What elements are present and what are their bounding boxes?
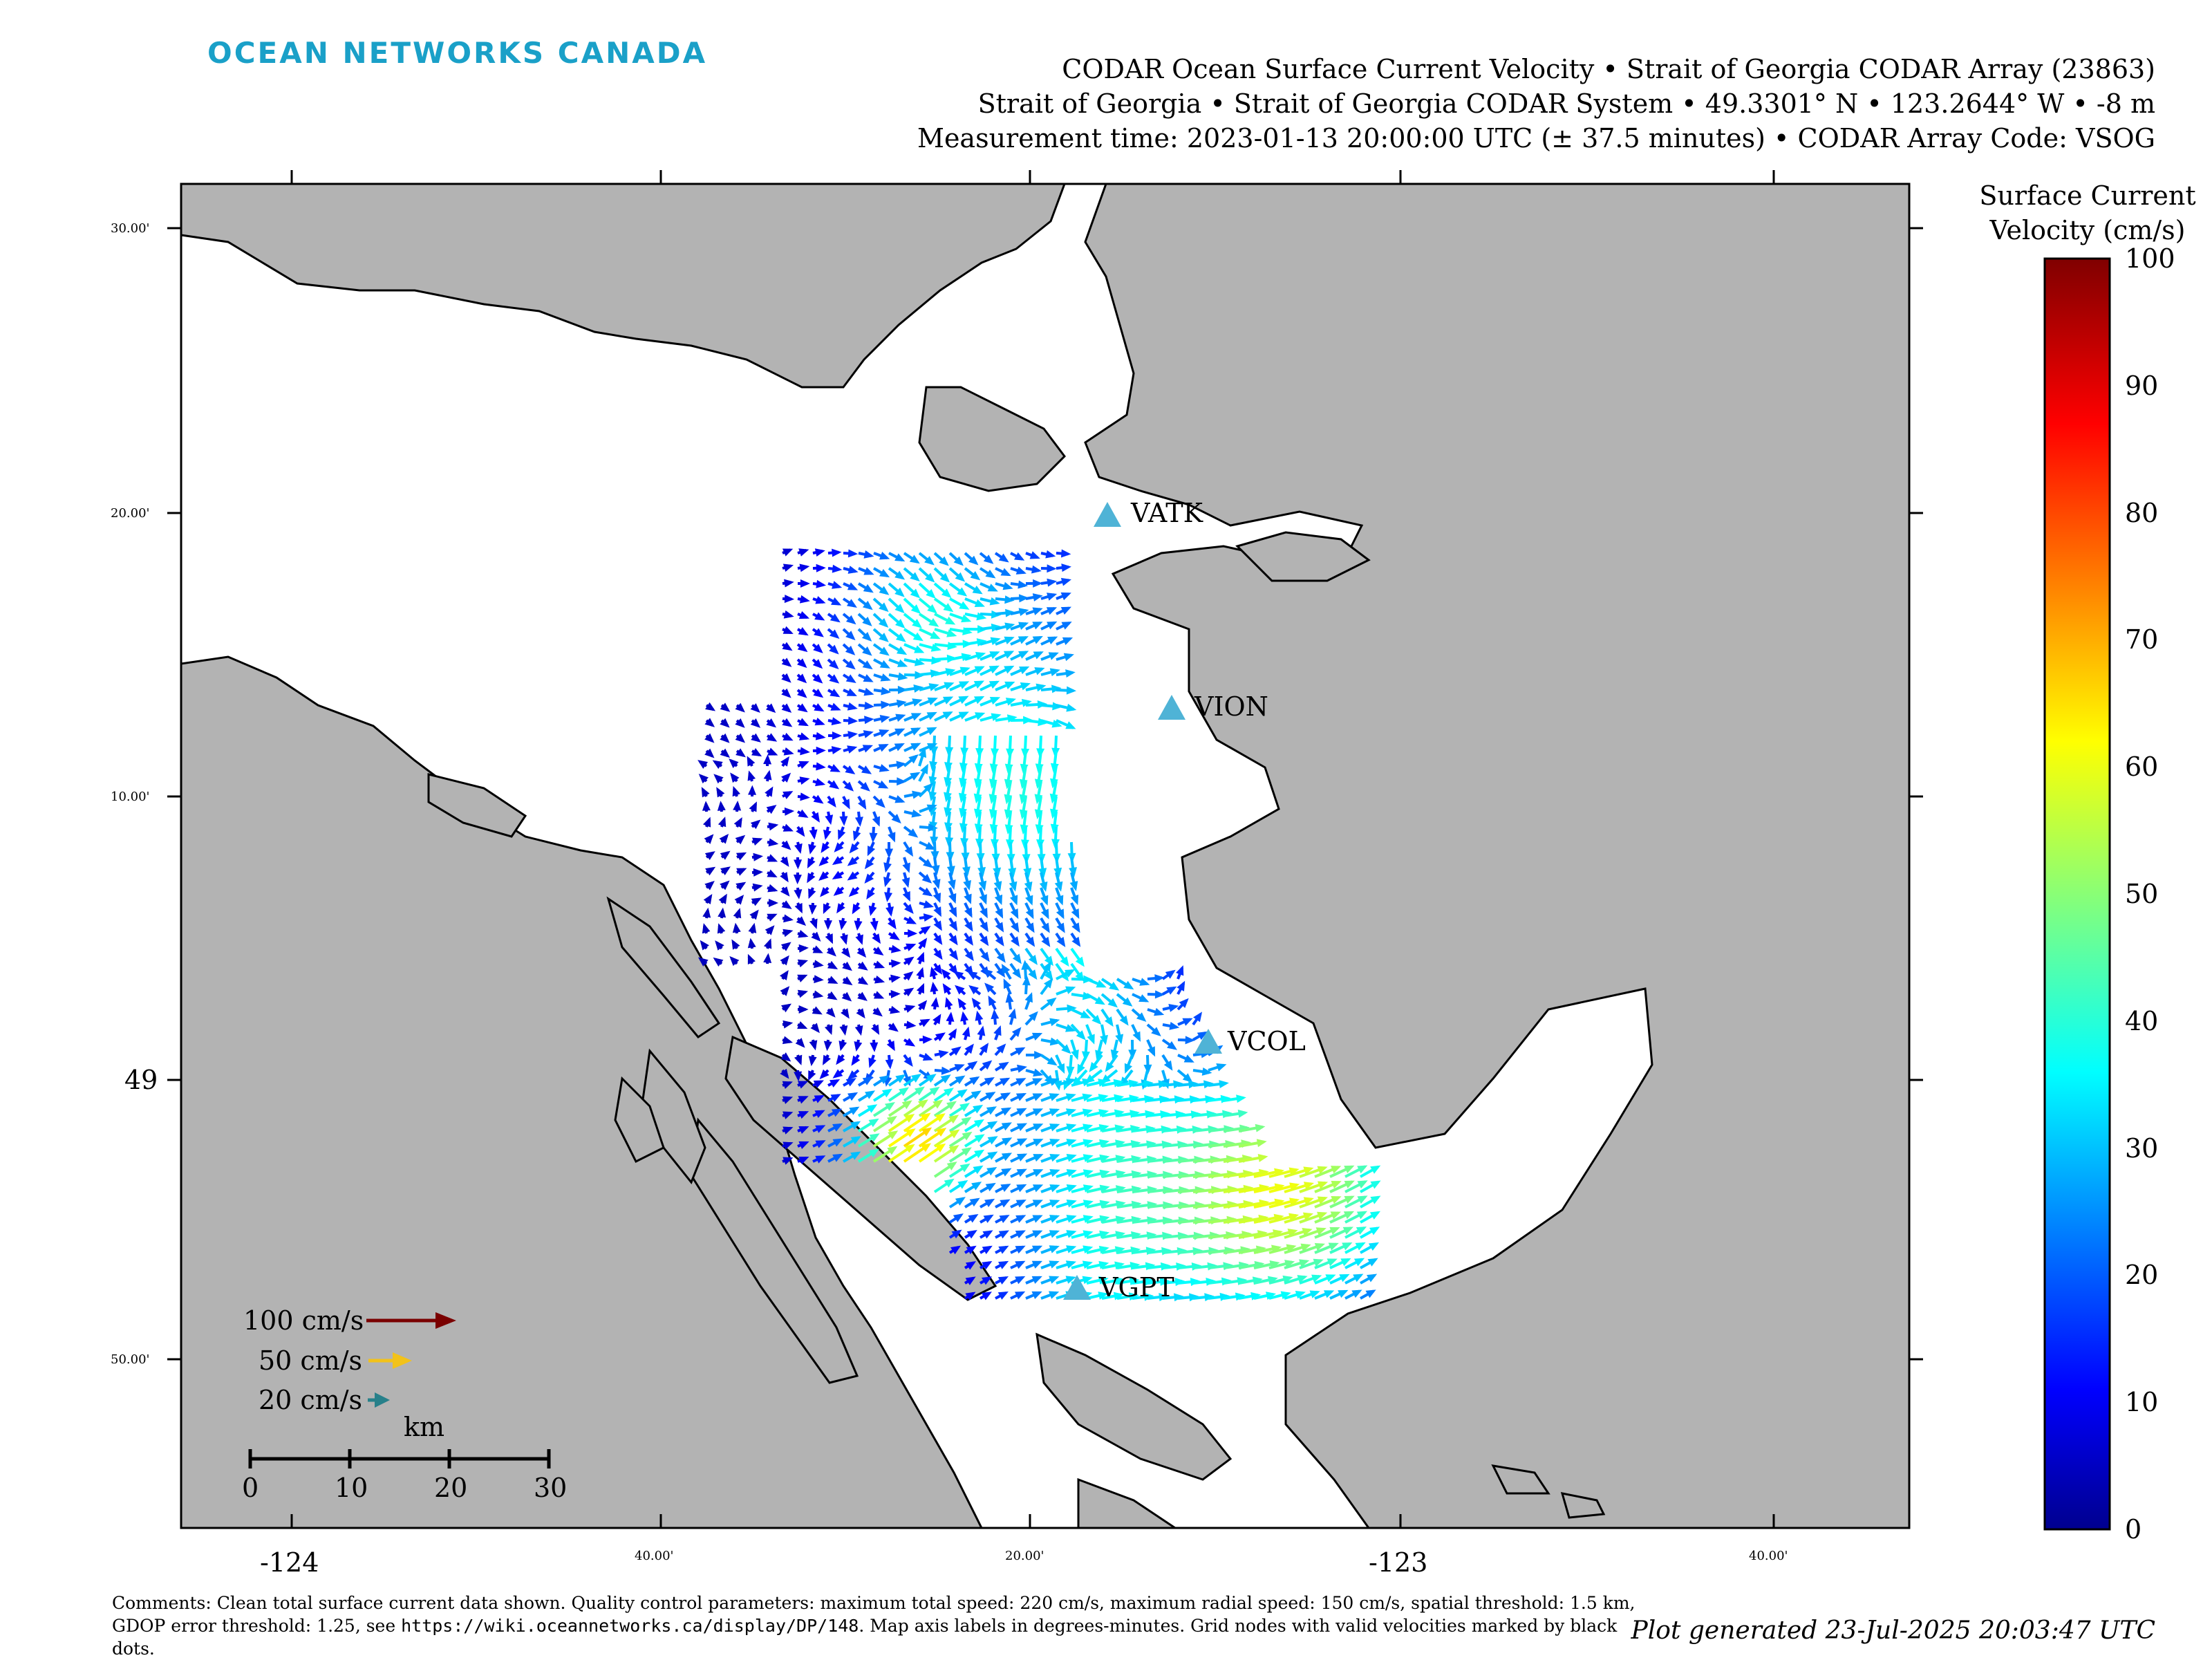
colorbar-tick-label: 10 bbox=[2125, 1387, 2158, 1417]
colorbar-tick-label: 30 bbox=[2125, 1133, 2158, 1164]
scale-bar-unit: km bbox=[404, 1412, 444, 1442]
legend-label-20: 20 cm/s bbox=[259, 1385, 362, 1415]
station-vgpt-label: VGPT bbox=[1099, 1272, 1174, 1303]
footer-comments: Comments: Clean total surface current da… bbox=[112, 1592, 1653, 1660]
scale-bar-tick: 0 bbox=[242, 1473, 259, 1503]
colorbar-title-line-2: Velocity (cm/s) bbox=[1977, 213, 2198, 248]
plot-generated-timestamp: Plot generated 23-Jul-2025 20:03:47 UTC bbox=[1631, 1616, 2155, 1645]
colorbar-title: Surface Current Velocity (cm/s) bbox=[1977, 178, 2198, 248]
footer-wiki-link[interactable]: https://wiki.oceannetworks.ca/display/DP… bbox=[401, 1616, 859, 1636]
y-axis-minor-label: 30.00' bbox=[111, 221, 149, 236]
colorbar-tick-label: 70 bbox=[2125, 624, 2158, 655]
y-axis-minor-label: 50.00' bbox=[111, 1352, 149, 1367]
legend-label-50: 50 cm/s bbox=[259, 1345, 362, 1376]
station-vatk-label: VATK bbox=[1131, 498, 1203, 528]
colorbar-tick-label: 0 bbox=[2125, 1514, 2141, 1545]
station-vion-label: VION bbox=[1194, 691, 1268, 722]
y-axis-major-label: 49 bbox=[124, 1065, 158, 1095]
legend-label-100: 100 cm/s bbox=[243, 1305, 364, 1336]
colorbar-tick-label: 60 bbox=[2125, 752, 2158, 782]
scale-bar-tick: 10 bbox=[335, 1473, 368, 1503]
x-axis-minor-label: 20.00' bbox=[1005, 1549, 1044, 1563]
station-vcol-label: VCOL bbox=[1228, 1026, 1306, 1056]
scale-bar-tick: 20 bbox=[434, 1473, 467, 1503]
colorbar-tick-label: 20 bbox=[2125, 1260, 2158, 1290]
colorbar-tick-label: 40 bbox=[2125, 1006, 2158, 1036]
x-axis-major-label: -124 bbox=[260, 1547, 319, 1578]
y-axis-minor-label: 10.00' bbox=[111, 790, 149, 804]
scale-bar-tick: 30 bbox=[534, 1473, 567, 1503]
colorbar bbox=[2045, 259, 2110, 1529]
colorbar-tick-label: 80 bbox=[2125, 498, 2158, 528]
colorbar-tick-label: 100 bbox=[2125, 243, 2175, 274]
colorbar-tick-label: 50 bbox=[2125, 879, 2158, 909]
colorbar-title-line-1: Surface Current bbox=[1977, 178, 2198, 213]
x-axis-minor-label: 40.00' bbox=[1749, 1549, 1788, 1563]
colorbar-tick-label: 90 bbox=[2125, 371, 2158, 401]
x-axis-major-label: -123 bbox=[1369, 1547, 1427, 1578]
y-axis-minor-label: 20.00' bbox=[111, 506, 149, 521]
x-axis-minor-label: 40.00' bbox=[635, 1549, 673, 1563]
